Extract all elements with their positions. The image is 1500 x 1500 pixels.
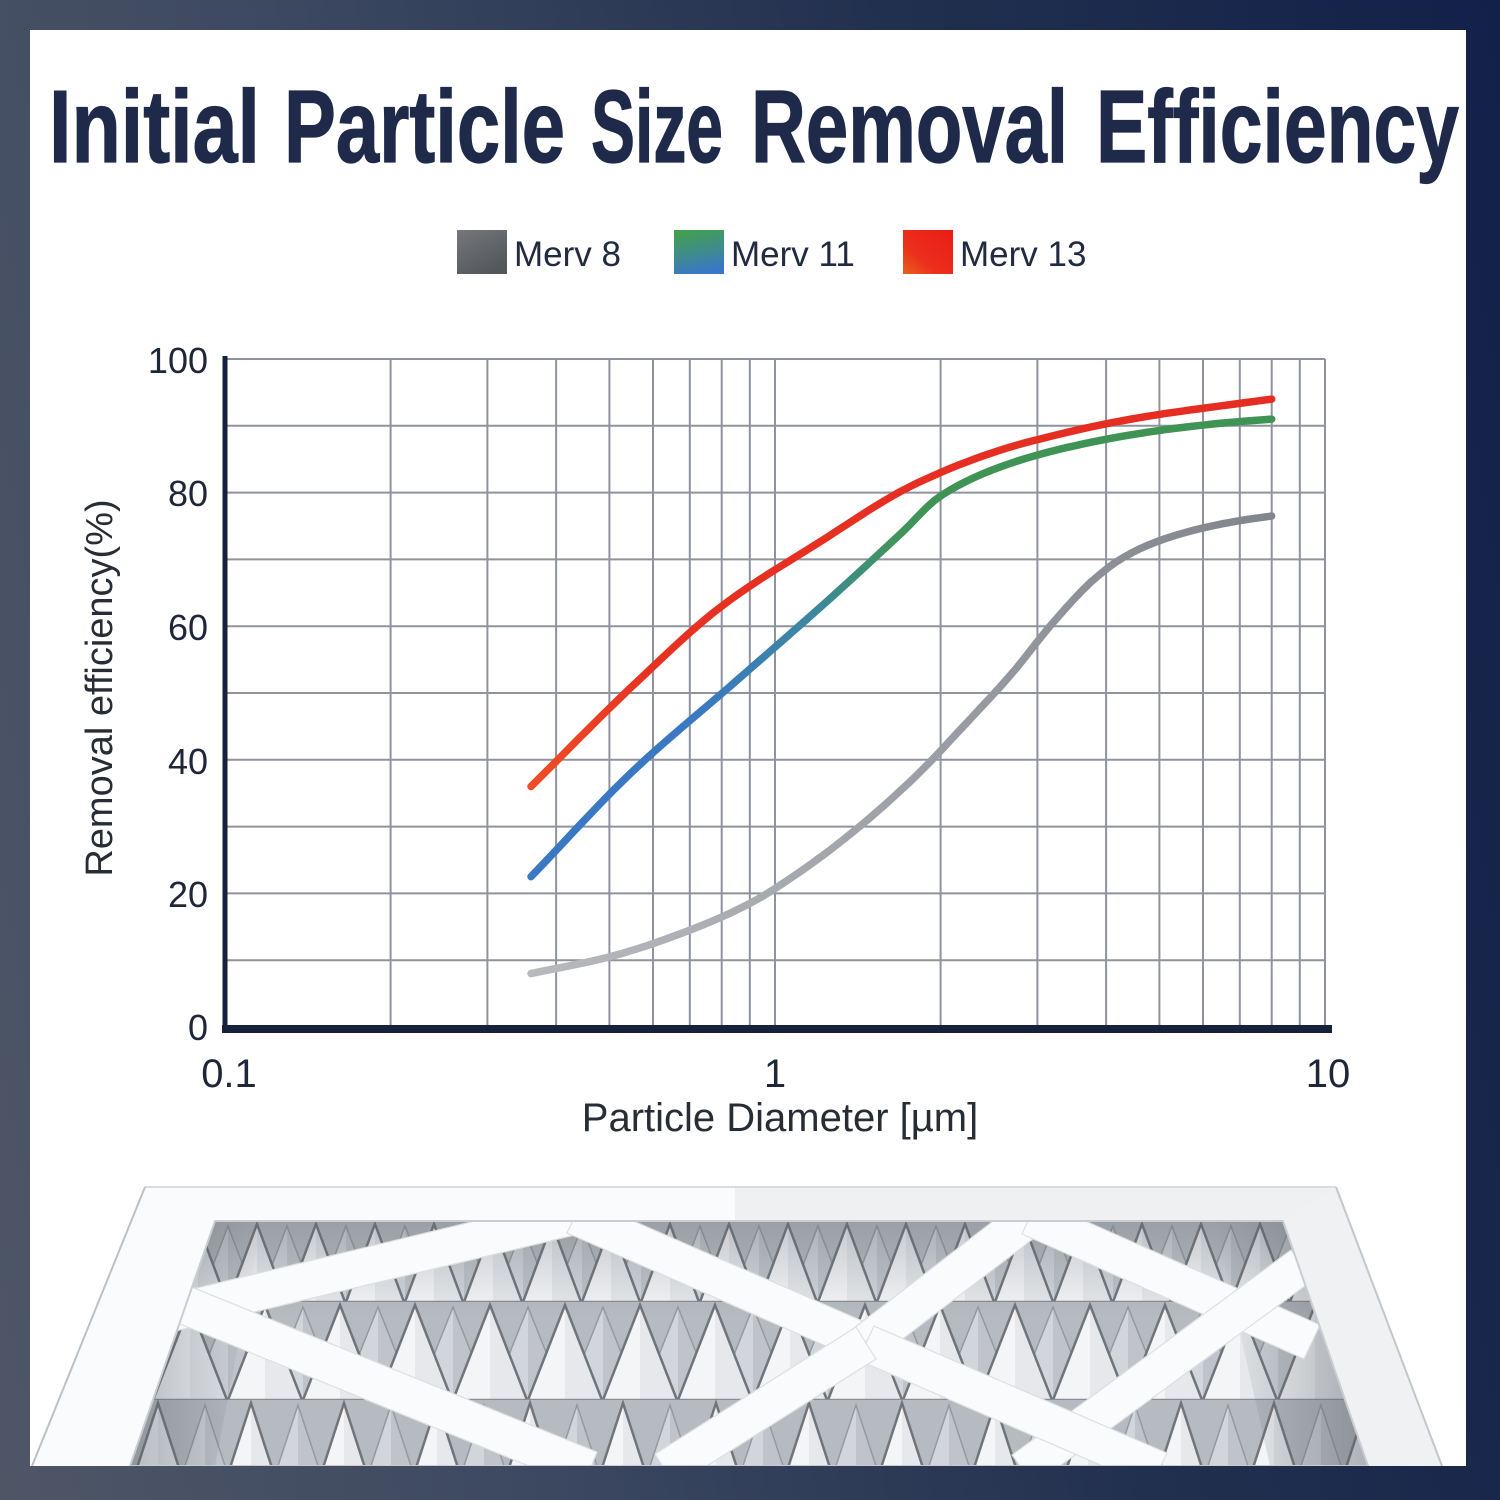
svg-text:0: 0 bbox=[188, 1007, 208, 1048]
svg-text:80: 80 bbox=[168, 473, 208, 514]
svg-text:20: 20 bbox=[168, 874, 208, 915]
svg-text:Initial: Initial bbox=[49, 69, 260, 184]
svg-text:Merv 11: Merv 11 bbox=[731, 235, 855, 274]
svg-text:0.1: 0.1 bbox=[201, 1052, 257, 1096]
svg-text:Merv 13: Merv 13 bbox=[960, 235, 1086, 274]
svg-text:Particle Diameter [µm]: Particle Diameter [µm] bbox=[582, 1096, 978, 1140]
svg-text:Removal efficiency(%): Removal efficiency(%) bbox=[79, 499, 121, 876]
svg-text:1: 1 bbox=[764, 1052, 786, 1096]
svg-text:Particle: Particle bbox=[284, 69, 565, 184]
svg-text:Removal: Removal bbox=[751, 69, 1068, 184]
svg-text:60: 60 bbox=[168, 607, 208, 648]
svg-text:Merv 8: Merv 8 bbox=[514, 235, 621, 274]
svg-text:10: 10 bbox=[1306, 1052, 1351, 1096]
svg-text:Size: Size bbox=[591, 69, 723, 184]
svg-text:Efficiency: Efficiency bbox=[1096, 69, 1459, 184]
svg-text:40: 40 bbox=[168, 741, 208, 782]
svg-text:100: 100 bbox=[148, 340, 208, 381]
